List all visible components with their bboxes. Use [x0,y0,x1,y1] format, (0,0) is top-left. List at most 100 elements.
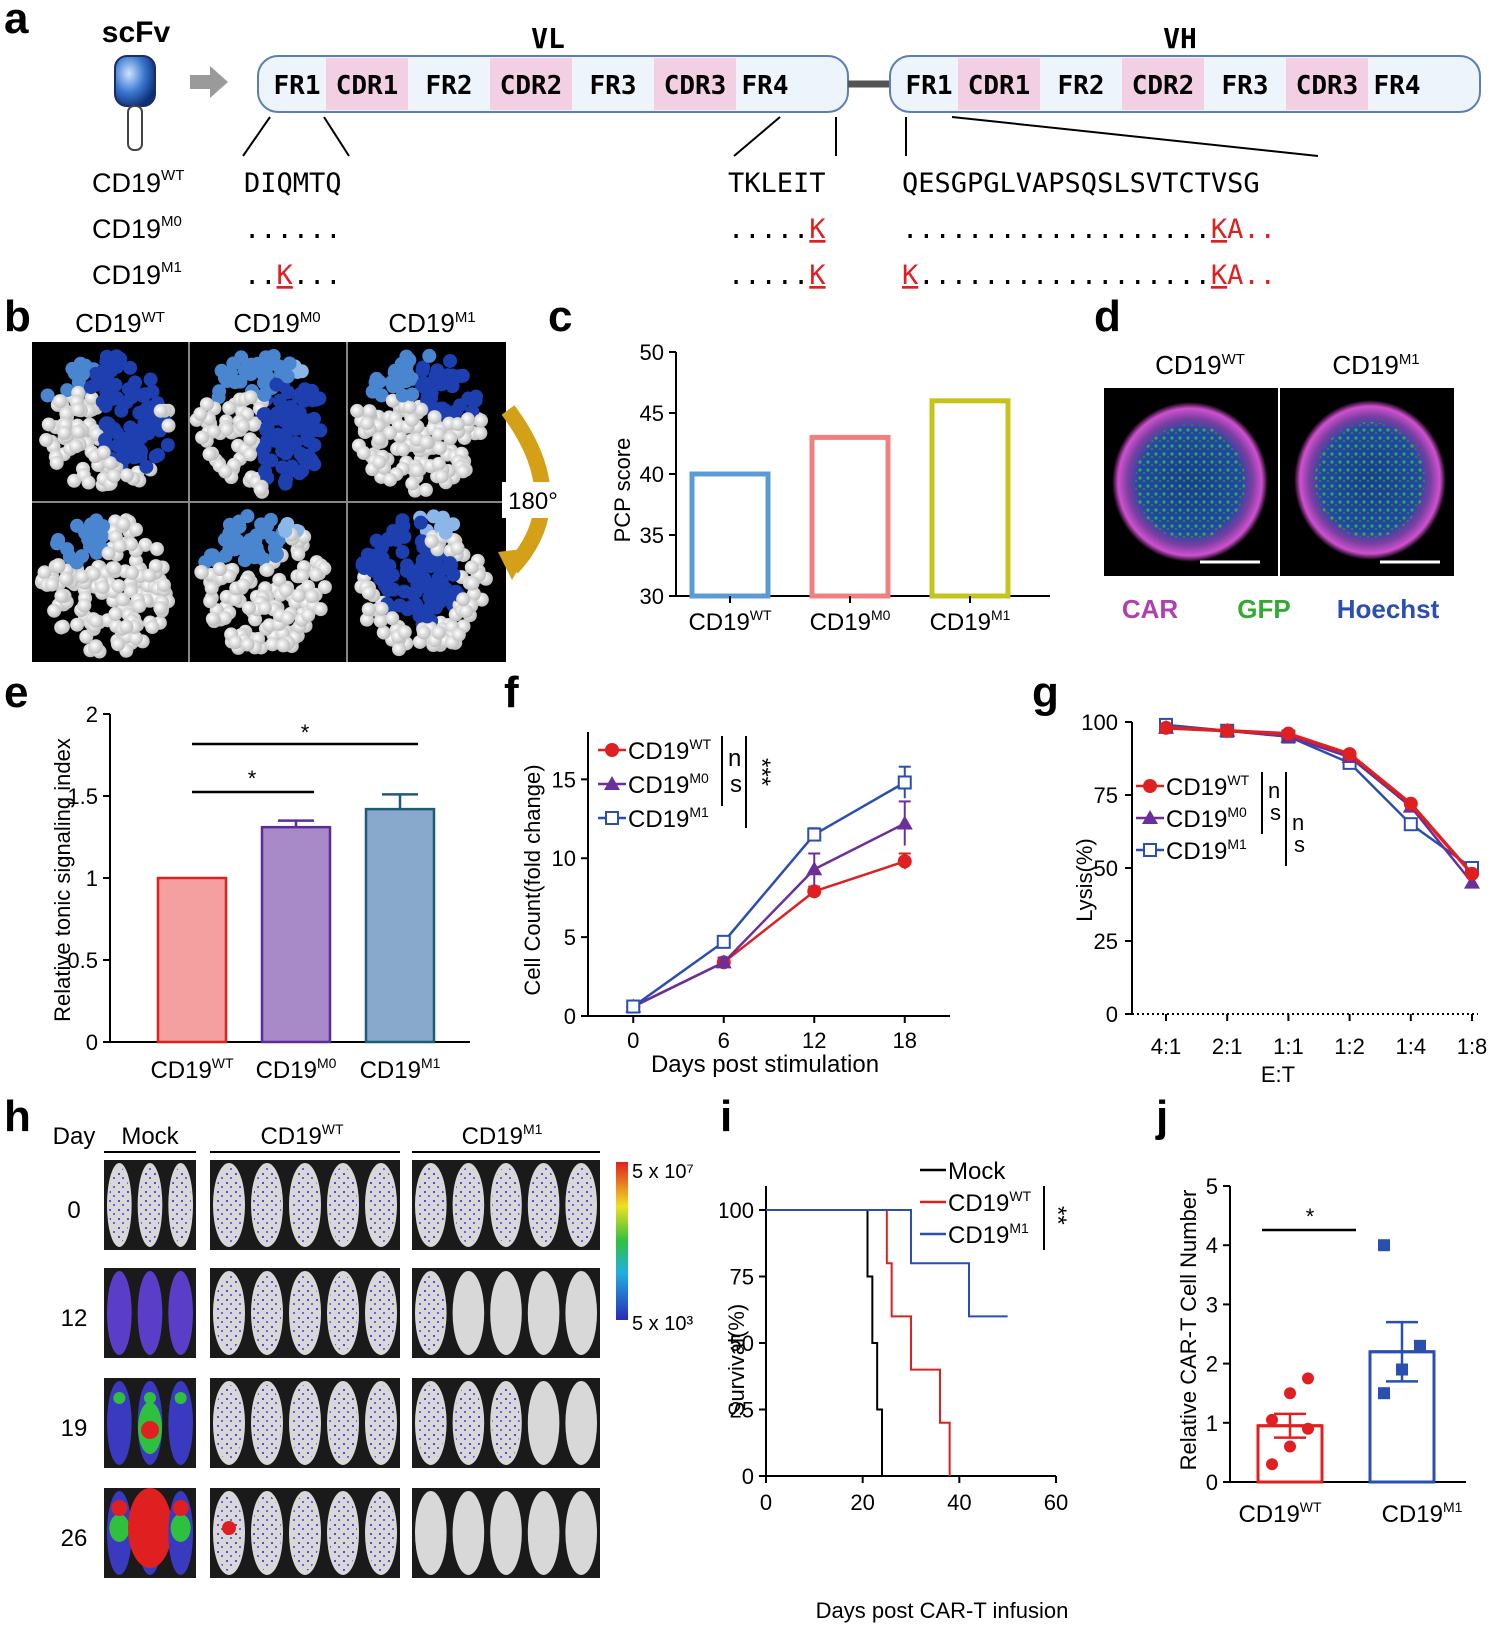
h-day-label: Day [53,1123,96,1150]
g-ytick: 75 [1094,783,1118,808]
f-point [715,954,732,969]
f-point [897,854,912,869]
j-xtick: CD19WT [1238,1499,1322,1528]
i-sig-stars: ** [1044,1206,1071,1225]
h-image-row0-group2 [412,1160,600,1250]
region-cdr2: CDR2 [500,71,563,101]
f-line-2 [632,781,906,1008]
i-curve-2 [766,1209,1008,1318]
panel-label-c: c [548,292,573,341]
c-xtick: CD19M1 [930,607,1011,636]
e-xtick: CD19M1 [360,1055,441,1084]
g-point [1159,720,1173,735]
region-cdr3: CDR3 [664,71,727,101]
e-sig-star-1: * [248,766,257,791]
h-image-row0-group0 [104,1160,196,1250]
f-legend-label: CD19M0 [628,770,709,799]
panel-f-chart: Cell Count(fold change) Days post stimul… [520,732,950,1078]
scfv-stem-icon [127,105,143,151]
j-sig-star: * [1306,1204,1315,1229]
g-sig-s2: s [1294,832,1305,857]
e-sig-star-2: * [301,720,310,745]
sequence-alignment: CD19WT DIQMTQ TKLEIT QESGPGLVAPSQSLSVTCT… [92,167,1276,291]
h-image-row3-group2 [412,1488,600,1578]
region-fr3: FR3 [590,71,637,101]
h-group-m1: CD19M1 [462,1121,543,1150]
panel-label-f: f [504,668,519,717]
i-ytick: 100 [720,1198,754,1223]
region-fr2: FR2 [426,71,473,101]
d-label-m1: CD19M1 [1332,350,1419,380]
j-ytick: 5 [1206,1174,1218,1199]
g-point [1220,723,1235,738]
panel-g-chart: Lysis(%) E:T 0 25 50 75 100 4:1 2:1 1:1 1:2 1:4 1:… [1072,710,1488,1087]
i-xtick: 40 [947,1490,971,1515]
e-ytick: 1 [86,866,98,891]
region-cdr3: CDR3 [1296,71,1359,101]
c-bar-0 [689,471,771,599]
e-ytick: 1.5 [67,784,98,809]
h-day-19: 19 [61,1415,88,1442]
legend-hoechst: Hoechst [1337,594,1440,624]
j-point [1378,1387,1390,1400]
f-point [806,861,823,876]
h-image-row1-group2 [412,1268,600,1358]
g-xtick: 2:1 [1212,1034,1243,1059]
j-ytick: 0 [1206,1470,1218,1495]
scfv-head-icon [114,55,156,107]
b-label-wt: CD19WT [75,308,165,338]
i-legend-label: CD19WT [948,1188,1032,1217]
h-day-12: 12 [61,1305,88,1332]
c-xtick: CD19M0 [810,607,891,636]
g-ytick: 25 [1094,929,1118,954]
g-point [1403,796,1418,811]
f-line-0 [632,860,906,1008]
region-fr1: FR1 [906,71,953,101]
panel-label-b: b [4,292,31,341]
scale-min: 5 x 10³ [632,1313,693,1335]
f-xlabel: Days post stimulation [651,1051,879,1078]
protein-surface-4 [194,509,332,655]
f-sig-ns-n: n [728,745,741,772]
c-ytick: 45 [640,401,664,426]
protein-surface-0 [39,349,176,492]
i-curve-0 [766,1209,892,1477]
f-xtick: 18 [893,1028,917,1053]
g-point [1281,726,1296,741]
f-point [896,815,913,830]
m0-seq-fr4: .....K [728,214,826,245]
j-point [1266,1458,1278,1471]
region-callout-lines [242,116,1319,157]
e-xtick: CD19M0 [256,1055,337,1084]
e-ytick: 2 [86,702,98,727]
region-fr4: FR4 [742,71,789,101]
f-ytick: 5 [564,925,576,950]
f-legend-label: CD19WT [628,736,712,765]
c-ylabel: PCP score [610,438,635,543]
i-xtick: 0 [760,1490,772,1515]
f-sig-stars: *** [748,758,775,786]
g-legend-marker [1143,843,1157,857]
i-ytick: 25 [730,1398,754,1423]
c-bar-1 [809,434,891,599]
g-legend-label: CD19M1 [1166,836,1247,865]
h-image-row2-group1 [210,1378,400,1468]
region-fr2: FR2 [1058,71,1105,101]
g-ytick: 50 [1094,856,1118,881]
g-xtick: 1:1 [1273,1034,1304,1059]
g-xtick: 1:4 [1396,1034,1427,1059]
protein-surface-2 [350,348,489,498]
f-ytick: 15 [552,767,576,792]
b-label-m1: CD19M1 [388,308,475,338]
i-curve-1 [766,1209,951,1476]
g-xtick: 4:1 [1151,1034,1182,1059]
g-sig-s1: s [1270,800,1281,825]
g-xtick: 1:8 [1457,1034,1488,1059]
m1-seq-fr4: .....K [728,260,826,291]
e-ytick: 0.5 [67,948,98,973]
h-image-row3-group1 [210,1488,400,1578]
e-bar-1 [260,825,332,1044]
region-cdr1: CDR1 [968,71,1031,101]
d-label-wt: CD19WT [1155,350,1245,380]
panel-label-a: a [4,0,29,43]
